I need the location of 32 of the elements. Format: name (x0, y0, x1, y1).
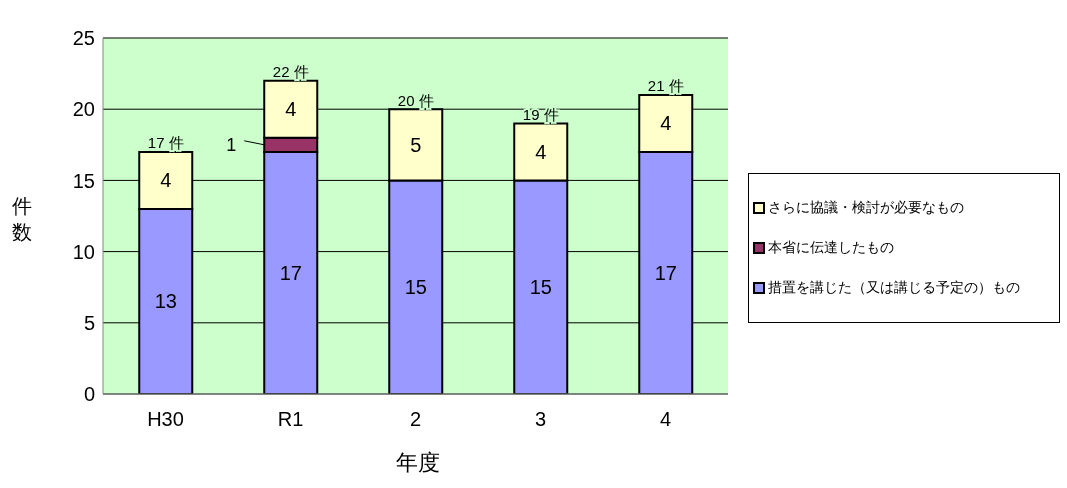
data-label: 13 (154, 290, 177, 313)
y-tick-label: 10 (72, 240, 95, 263)
legend-label: さらに協議・検討が必要なもの (768, 199, 964, 217)
data-label: 5 (410, 133, 422, 156)
data-label: 1 (226, 134, 237, 155)
y-axis-title: 件数 (12, 194, 33, 245)
x-tick-label: 4 (659, 408, 672, 431)
data-label: 15 (404, 276, 427, 299)
total-label: 22 件 (272, 63, 309, 81)
total-label: 19 件 (522, 105, 559, 123)
legend-label: 本省に伝達したもの (768, 239, 894, 257)
y-tick-label: 5 (83, 311, 95, 334)
data-label: 15 (529, 276, 552, 299)
data-label: 17 (654, 261, 677, 284)
y-tick-label: 25 (72, 27, 95, 50)
data-label: 4 (535, 140, 547, 163)
y-tick-label: 15 (72, 169, 95, 192)
total-label: 20 件 (397, 91, 434, 109)
y-tick-label: 0 (83, 383, 95, 406)
x-tick-label: 3 (534, 408, 547, 431)
x-axis-title: 年度 (395, 449, 441, 477)
x-tick-label: 2 (409, 408, 422, 431)
legend-label: 措置を講じた（又は講じる予定の）もの (768, 279, 1020, 297)
x-tick-label: R1 (277, 408, 304, 431)
data-label: 4 (160, 169, 172, 192)
x-tick-label: H30 (147, 408, 184, 431)
y-tick-label: 20 (72, 98, 95, 121)
data-label: 4 (285, 98, 297, 121)
data-label: 17 (279, 261, 302, 284)
total-label: 21 件 (647, 77, 684, 95)
data-label: 4 (660, 112, 672, 135)
total-label: 17 件 (147, 134, 184, 152)
